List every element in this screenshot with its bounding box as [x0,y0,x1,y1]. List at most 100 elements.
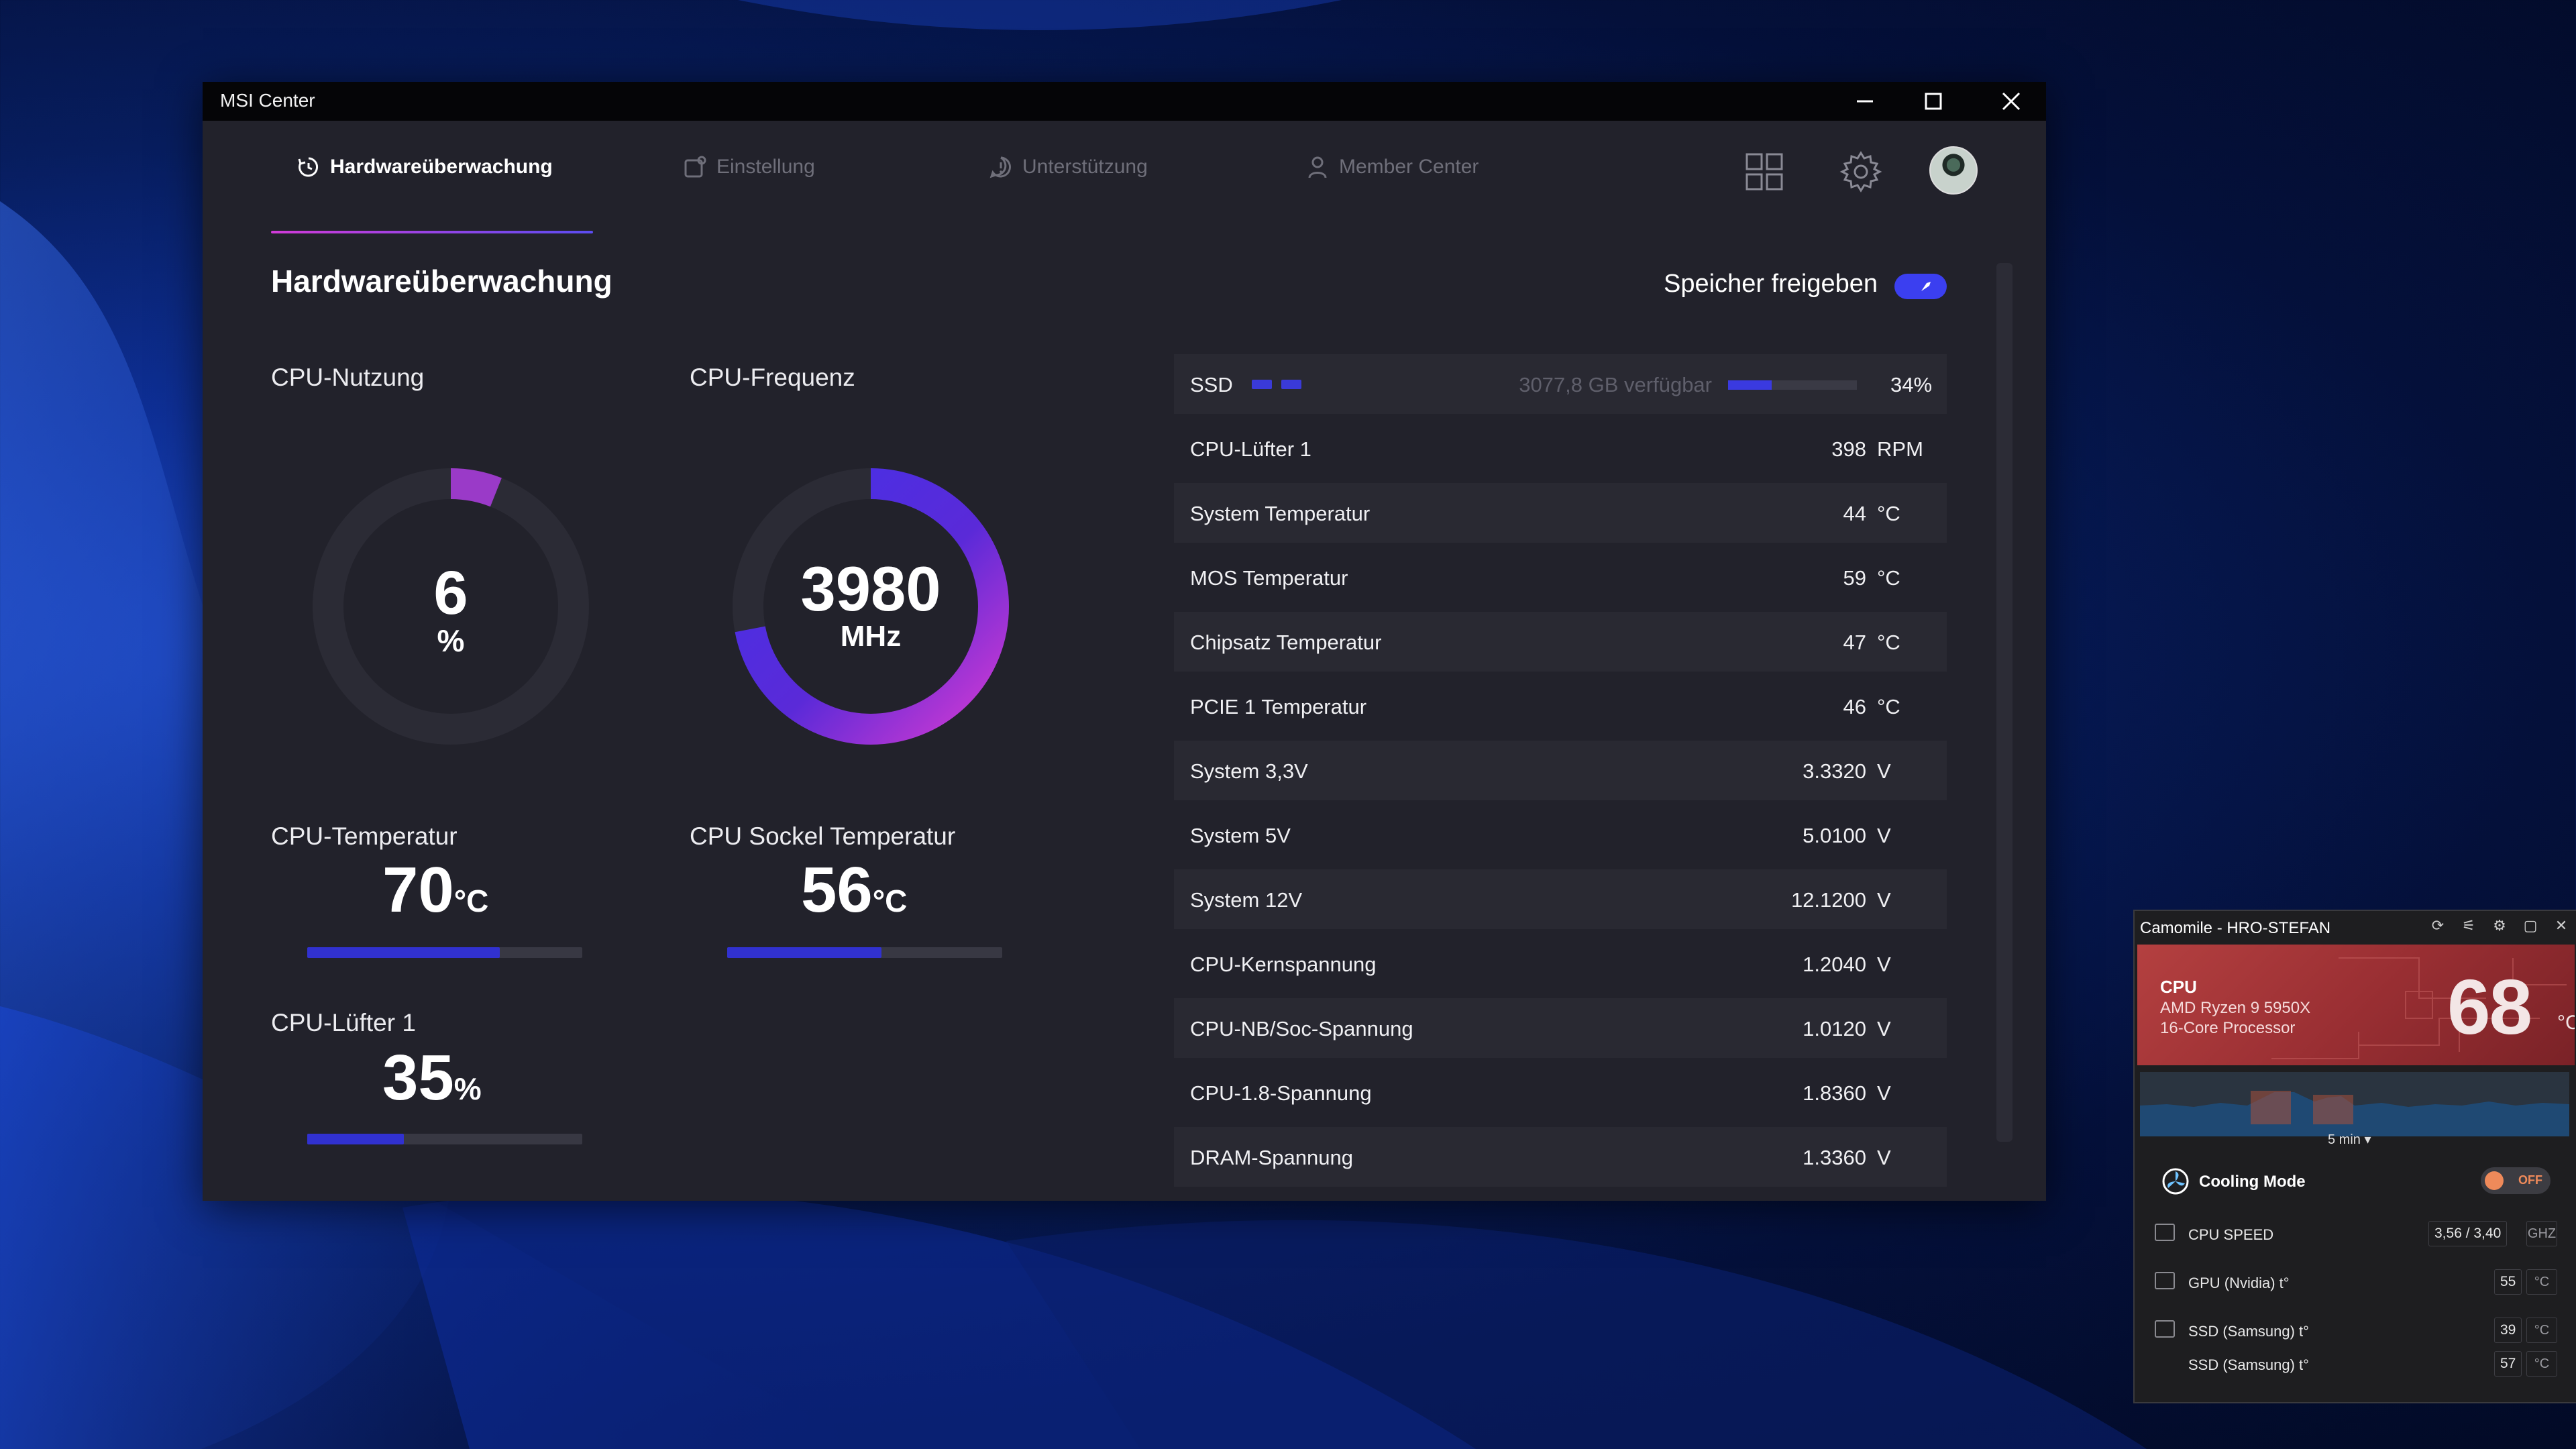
cpu-temp-big: 68 [2447,963,2532,1051]
cpu-freq-unit: MHz [840,620,902,653]
sensor-unit: V [1877,1017,1891,1040]
window-icon[interactable]: ▢ [2523,917,2538,934]
socket-temp-unit: °C [872,883,908,918]
refresh-icon[interactable]: ⟳ [2431,917,2445,934]
row-unit: GHZ [2526,1221,2557,1246]
sensor-value: 44 [1843,502,1866,525]
row-value: 57 [2494,1351,2522,1377]
sensor-unit: V [1877,1146,1891,1169]
cpu-usage-value: 6 [433,559,468,627]
tab-label: Member Center [1339,156,1479,178]
sensor-unit: V [1877,1081,1891,1105]
minimize-button[interactable] [1831,82,1898,121]
tab-label: Einstellung [716,156,815,178]
sensor-unit: V [1877,759,1891,783]
sensor-name: System 5V [1190,824,1291,847]
gear-icon[interactable] [1839,150,1882,193]
nav-tabs: Hardwareüberwachung Einstellung Unterstü… [203,121,2046,208]
maximize-icon [1925,93,1942,110]
tab-hardware-monitor[interactable]: Hardwareüberwachung [297,150,553,184]
tab-member-center[interactable]: Member Center [1305,150,1479,184]
drive-icon [2155,1320,2175,1338]
settings-tab-icon [684,156,706,178]
ssd-name: SSD [1190,373,1233,396]
cpu-fan-readout: 35% [382,1041,482,1115]
cpu-usage-ring [313,468,589,745]
sensor-name: CPU-NB/Soc-Spannung [1190,1017,1413,1040]
close-button[interactable] [1978,82,2045,121]
msi-center-window: MSI Center Hardwareüberwachung Einstellu… [203,82,2046,1201]
graph-range-selector[interactable]: 5 min ▾ [2328,1132,2371,1147]
sensor-value: 1.0120 [1803,1017,1866,1040]
sensor-value: 3.3320 [1803,759,1866,783]
cpu-freq-value: 3980 [800,553,941,624]
maximize-button[interactable] [1900,82,1967,121]
list-item: GPU (Nvidia) t° 55 °C [2155,1264,2557,1301]
table-row: CPU-NB/Soc-Spannung 1.0120 V [1174,998,1947,1058]
cpu-usage-label: CPU-Nutzung [271,364,425,391]
cpu-model: AMD Ryzen 9 5950X 16-Core Processor [2160,998,2310,1038]
rocket-icon [1921,282,1931,291]
table-row: PCIE 1 Temperatur 46 °C [1174,676,1947,736]
sensor-name: DRAM-Spannung [1190,1146,1353,1169]
active-tab-indicator [271,231,593,233]
temperature-history-graph [2140,1072,2569,1136]
sensor-unit: °C [1877,695,1900,718]
cpu-model-line2: 16-Core Processor [2160,1019,2296,1037]
table-row: System 3,3V 3.3320 V [1174,741,1947,800]
ssd-usage-fill [1728,380,1772,390]
sensor-value: 59 [1843,566,1866,590]
cpu-freq-label: CPU-Frequenz [690,364,855,391]
sliders-icon[interactable]: ⚟ [2462,917,2475,934]
socket-temp-value: 56 [801,854,873,926]
support-icon [989,156,1011,178]
camomile-title: Camomile - HRO-STEFAN [2140,919,2331,937]
cpu-temp-readout: 70°C [382,853,488,927]
table-row: CPU-Kernspannung 1.2040 V [1174,934,1947,994]
sensor-value: 5.0100 [1803,824,1866,847]
tab-support[interactable]: Unterstützung [989,150,1148,184]
sensor-unit: RPM [1877,437,1923,461]
scrollbar[interactable] [1996,263,2012,1142]
table-row: DRAM-Spannung 1.3360 V [1174,1127,1947,1187]
tab-settings[interactable]: Einstellung [683,150,815,184]
table-row: System 12V 12.1200 V [1174,869,1947,929]
row-value: 3,56 / 3,40 [2428,1221,2508,1246]
cooling-mode-toggle[interactable]: OFF [2481,1167,2551,1194]
camomile-widget: Camomile - HRO-STEFAN ⟳ ⚟ ⚙ ▢ ✕ CPU AMD … [2133,910,2576,1403]
graph-range-label: 5 min [2328,1132,2361,1147]
toggle-knob [2485,1171,2504,1190]
table-row: System 5V 5.0100 V [1174,805,1947,865]
cpu-freq-ring [733,468,1009,745]
free-memory-button[interactable] [1894,274,1947,299]
sensor-value: 47 [1843,631,1866,654]
cpu-fan-value: 35 [382,1042,454,1114]
apps-grid-icon[interactable] [1743,150,1786,193]
close-icon [2002,92,2021,111]
row-unit: °C [2526,1318,2557,1343]
list-item: SSD (Samsung) t° 39 °C [2155,1312,2557,1350]
close-icon[interactable]: ✕ [2555,917,2568,934]
tab-label: Hardwareüberwachung [330,156,553,178]
cpu-fan-bar-fill [307,1134,404,1144]
row-value: 39 [2494,1318,2522,1343]
ssd-available: 3077,8 GB verfügbar [1519,373,1712,396]
avatar[interactable] [1929,146,1978,195]
row-value: 55 [2494,1269,2522,1295]
sensor-unit: V [1877,888,1891,912]
table-row: CPU-Lüfter 1 398 RPM [1174,419,1947,478]
cpu-card: CPU AMD Ryzen 9 5950X 16-Core Processor … [2137,945,2575,1065]
sensor-unit: °C [1877,631,1900,654]
sensor-name: System 12V [1190,888,1303,912]
monitor-refresh-icon [298,157,319,177]
cpu-freq-gauge: 3980 MHz [730,466,1012,747]
socket-temp-readout: 56°C [801,853,907,927]
sensor-unit: °C [1877,566,1900,590]
user-icon [1308,156,1327,178]
row-unit: °C [2526,1269,2557,1295]
history-line [2140,1091,2569,1136]
gear-icon[interactable]: ⚙ [2493,917,2506,934]
title-bar: MSI Center [203,82,2046,121]
cpu-temp-unit: °C [453,883,489,918]
cpu-temp-value: 70 [382,854,454,926]
